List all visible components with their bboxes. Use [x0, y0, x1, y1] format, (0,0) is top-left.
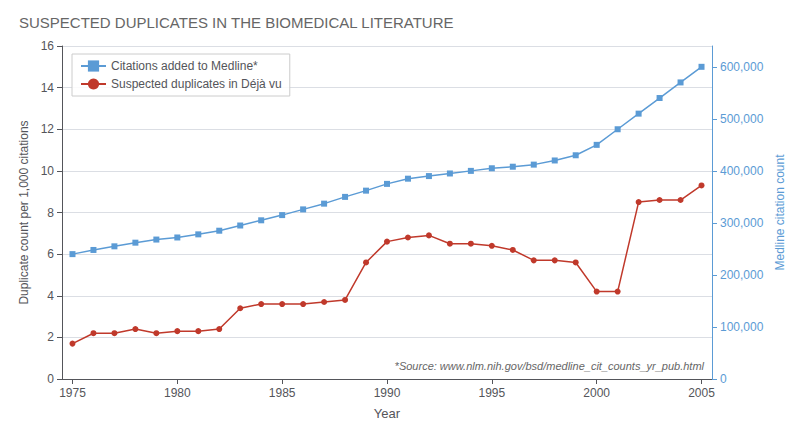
svg-text:Duplicate count per 1,000 cita: Duplicate count per 1,000 citations [17, 120, 31, 304]
svg-text:600,000: 600,000 [720, 60, 764, 74]
svg-text:2000: 2000 [583, 386, 610, 400]
svg-text:100,000: 100,000 [720, 320, 764, 334]
svg-text:14: 14 [41, 81, 55, 95]
svg-text:Citations added to Medline*: Citations added to Medline* [111, 59, 258, 73]
svg-text:Medline citation count: Medline citation count [773, 154, 787, 271]
svg-text:0: 0 [47, 372, 54, 386]
svg-text:Suspected duplicates in Déjà v: Suspected duplicates in Déjà vu [111, 77, 282, 91]
svg-text:1980: 1980 [164, 386, 191, 400]
svg-text:16: 16 [41, 39, 55, 53]
svg-text:400,000: 400,000 [720, 164, 764, 178]
svg-text:10: 10 [41, 164, 55, 178]
svg-text:12: 12 [41, 122, 55, 136]
svg-text:SUSPECTED DUPLICATES IN THE BI: SUSPECTED DUPLICATES IN THE BIOMEDICAL L… [19, 14, 454, 31]
svg-text:200,000: 200,000 [720, 268, 764, 282]
svg-text:2005: 2005 [688, 386, 715, 400]
svg-text:1990: 1990 [374, 386, 401, 400]
svg-text:300,000: 300,000 [720, 216, 764, 230]
svg-text:6: 6 [47, 247, 54, 261]
svg-text:*Source: www.nlm.nih.gov/bsd/m: *Source: www.nlm.nih.gov/bsd/medline_cit… [395, 360, 705, 372]
svg-text:1975: 1975 [59, 386, 86, 400]
svg-text:1985: 1985 [269, 386, 296, 400]
svg-text:Year: Year [374, 406, 401, 421]
svg-text:4: 4 [47, 289, 54, 303]
svg-text:0: 0 [720, 372, 727, 386]
svg-text:1995: 1995 [478, 386, 505, 400]
svg-text:8: 8 [47, 206, 54, 220]
svg-text:500,000: 500,000 [720, 112, 764, 126]
svg-text:2: 2 [47, 330, 54, 344]
